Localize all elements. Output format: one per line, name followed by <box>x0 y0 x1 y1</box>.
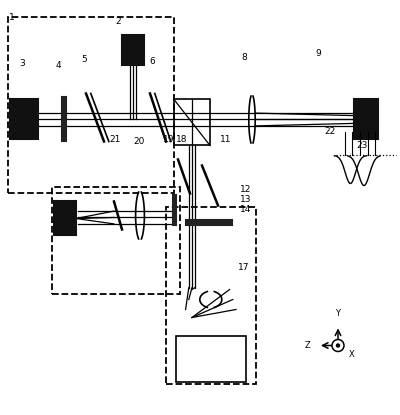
Circle shape <box>336 344 340 347</box>
Bar <box>354 100 378 139</box>
Text: 13: 13 <box>240 195 252 204</box>
Text: 3: 3 <box>19 59 25 68</box>
Text: 12: 12 <box>240 185 252 194</box>
Text: 23: 23 <box>356 141 368 150</box>
Text: 14: 14 <box>240 205 252 214</box>
Bar <box>166 208 256 383</box>
Bar <box>8 17 174 193</box>
Text: Y: Y <box>336 308 340 317</box>
Bar <box>52 188 180 293</box>
Bar <box>174 100 210 146</box>
Circle shape <box>332 339 344 352</box>
Bar <box>122 36 144 66</box>
Bar <box>176 335 246 381</box>
Bar <box>62 98 66 142</box>
Bar <box>186 220 232 225</box>
Text: 22: 22 <box>324 127 336 136</box>
Text: X: X <box>349 350 354 359</box>
Text: 9: 9 <box>315 49 321 58</box>
Text: 8: 8 <box>241 53 247 62</box>
Bar <box>10 100 38 139</box>
Text: 20: 20 <box>133 137 144 146</box>
Text: Z: Z <box>304 341 310 350</box>
Text: 11: 11 <box>220 135 232 144</box>
Bar <box>54 202 76 235</box>
Text: 19: 19 <box>164 135 175 144</box>
Text: 18: 18 <box>176 135 188 144</box>
Text: 17: 17 <box>238 263 250 272</box>
Text: 6: 6 <box>149 57 155 66</box>
Text: 4: 4 <box>55 61 61 70</box>
Text: 2: 2 <box>115 17 121 26</box>
Text: 5: 5 <box>81 55 87 64</box>
Bar <box>173 195 176 225</box>
Text: 21: 21 <box>110 135 121 144</box>
Text: 1: 1 <box>9 13 15 22</box>
